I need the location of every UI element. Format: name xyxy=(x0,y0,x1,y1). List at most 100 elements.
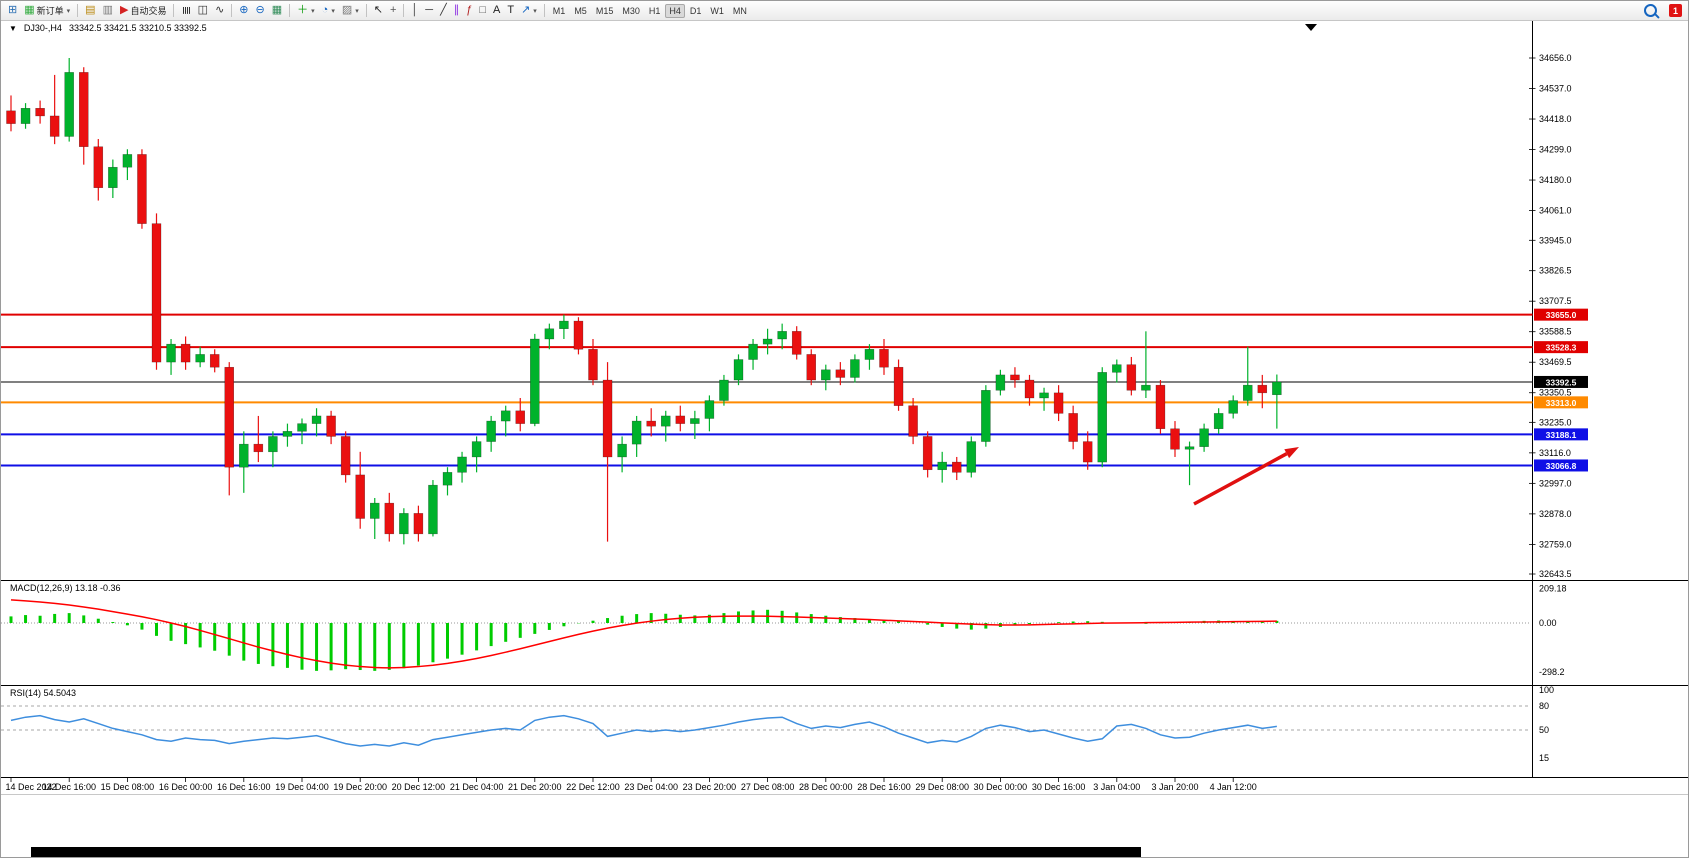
bar-chart-button[interactable]: ≣ xyxy=(178,3,193,19)
search-button[interactable] xyxy=(1641,3,1662,19)
svg-text:16 Dec 00:00: 16 Dec 00:00 xyxy=(159,782,213,792)
zoom-out-button[interactable]: ⊖ xyxy=(253,3,268,19)
crosshair-icon: + xyxy=(389,4,397,16)
arrows-button-dropdown[interactable]: ▾ xyxy=(533,7,537,15)
charts-button[interactable]: ▤ xyxy=(82,3,98,19)
toolbar: ⊞ ▦ 新订单 ▾ ▤ ▥ ▶ 自动交易 ≣ ◫ ∿ ⊕ ⊖ ▦ ＋ ▾ ◔ ▾ ▨ ▾ ↖ + │ ─ ╱ ∥ ƒ □ A T ↗ ▾ M1 M… xyxy=(1,1,1688,21)
notification-badge[interactable]: 1 xyxy=(1669,4,1682,17)
fibonacci-icon: ƒ xyxy=(466,4,473,16)
svg-text:32997.0: 32997.0 xyxy=(1539,478,1572,488)
trendline-icon: ╱ xyxy=(440,4,447,16)
templates-icon: ▨ xyxy=(341,4,353,16)
timeframe-m5-button[interactable]: M5 xyxy=(574,5,587,16)
timeframe-m15-button[interactable]: M15 xyxy=(595,5,614,16)
svg-text:19 Dec 20:00: 19 Dec 20:00 xyxy=(333,782,387,792)
new-chart-icon: ⊞ xyxy=(8,4,18,16)
svg-text:33066.8: 33066.8 xyxy=(1546,461,1577,471)
chart-collapse-button[interactable]: ▼ xyxy=(9,23,17,33)
svg-text:21 Dec 20:00: 21 Dec 20:00 xyxy=(508,782,562,792)
new-order-button-dropdown[interactable]: ▾ xyxy=(66,7,71,15)
svg-text:-298.2: -298.2 xyxy=(1539,667,1565,677)
svg-text:209.18: 209.18 xyxy=(1539,583,1567,593)
svg-text:100: 100 xyxy=(1539,685,1554,695)
line-chart-button[interactable]: ∿ xyxy=(212,3,227,19)
svg-text:33392.5: 33392.5 xyxy=(1546,377,1577,387)
svg-text:16 Dec 16:00: 16 Dec 16:00 xyxy=(217,782,271,792)
arrows-button[interactable]: ↗ ▾ xyxy=(518,3,540,19)
horizontal-line-icon: ─ xyxy=(425,4,434,16)
svg-text:23 Dec 04:00: 23 Dec 04:00 xyxy=(624,782,678,792)
svg-text:34061.0: 34061.0 xyxy=(1539,206,1572,216)
periods-button-dropdown[interactable]: ▾ xyxy=(331,7,335,15)
trendline-button[interactable]: ╱ xyxy=(437,3,450,19)
svg-text:33188.1: 33188.1 xyxy=(1546,430,1577,440)
new-order-button[interactable]: ▦ 新订单 ▾ xyxy=(21,3,73,19)
svg-text:34418.0: 34418.0 xyxy=(1539,114,1572,124)
rsi-indicator: 100 80 50 15 xyxy=(1,685,1554,763)
svg-text:34537.0: 34537.0 xyxy=(1539,84,1572,94)
svg-text:20 Dec 12:00: 20 Dec 12:00 xyxy=(392,782,446,792)
text-button[interactable]: A xyxy=(490,3,503,19)
indicators-button-dropdown[interactable]: ▾ xyxy=(311,7,315,15)
timeframe-m1-button[interactable]: M1 xyxy=(552,5,566,16)
channel-button[interactable]: ∥ xyxy=(451,3,463,19)
svg-text:80: 80 xyxy=(1539,701,1549,711)
svg-text:28 Dec 00:00: 28 Dec 00:00 xyxy=(799,782,853,792)
svg-text:34180.0: 34180.0 xyxy=(1539,175,1572,185)
text-icon: A xyxy=(492,4,501,16)
symbol-period-label: DJ30-,H4 xyxy=(23,23,62,33)
timeframe-h4-button[interactable]: H4 xyxy=(665,3,685,18)
arrows-icon: ↗ xyxy=(521,4,531,16)
timeframe-w1-button[interactable]: W1 xyxy=(710,5,724,16)
svg-text:28 Dec 16:00: 28 Dec 16:00 xyxy=(857,782,911,792)
profiles-button[interactable]: ▥ xyxy=(100,3,116,19)
shapes-button[interactable]: □ xyxy=(476,3,489,19)
rsi-label: RSI(14) 54.5043 xyxy=(10,688,77,698)
toolbar-separator xyxy=(173,4,175,17)
candlestick-button[interactable]: ◫ xyxy=(195,3,211,19)
tile-windows-button[interactable]: ▦ xyxy=(269,3,285,19)
svg-text:14 Dec 16:00: 14 Dec 16:00 xyxy=(42,782,96,792)
shapes-icon: □ xyxy=(479,4,486,16)
crosshair-button[interactable]: + xyxy=(387,3,399,19)
svg-text:33528.3: 33528.3 xyxy=(1546,343,1577,353)
toolbar-separator xyxy=(231,4,233,17)
timeframe-m30-button[interactable]: M30 xyxy=(622,5,640,16)
chart-shift-marker[interactable] xyxy=(1305,24,1317,31)
tile-windows-icon: ▦ xyxy=(271,4,283,16)
svg-text:33469.5: 33469.5 xyxy=(1539,357,1572,367)
svg-text:34299.0: 34299.0 xyxy=(1539,145,1572,155)
periods-button[interactable]: ◔ ▾ xyxy=(319,3,338,19)
zoom-in-icon: ⊕ xyxy=(239,4,249,16)
label-button[interactable]: T xyxy=(504,3,517,19)
svg-text:33235.0: 33235.0 xyxy=(1539,417,1572,427)
autotrading-button[interactable]: ▶ 自动交易 xyxy=(117,3,169,19)
vertical-line-button[interactable]: │ xyxy=(408,3,421,19)
svg-text:33116.0: 33116.0 xyxy=(1539,448,1571,458)
cursor-button[interactable]: ↖ xyxy=(371,3,386,19)
timeframe-h1-button[interactable]: H1 xyxy=(648,5,661,16)
new-chart-button[interactable]: ⊞ xyxy=(5,3,20,19)
svg-text:21 Dec 04:00: 21 Dec 04:00 xyxy=(450,782,504,792)
svg-text:32878.0: 32878.0 xyxy=(1539,509,1572,519)
toolbar-separator xyxy=(289,4,291,17)
price-axis[interactable]: 34656.0 34537.0 34418.0 34299.0 34180.0 34061… xyxy=(1529,53,1588,579)
channel-icon: ∥ xyxy=(453,4,460,16)
line-chart-icon: ∿ xyxy=(215,4,225,16)
timeframe-mn-button[interactable]: MN xyxy=(732,5,747,16)
svg-text:33313.0: 33313.0 xyxy=(1546,398,1577,408)
trend-arrow-annotation[interactable] xyxy=(1193,447,1299,506)
indicators-button[interactable]: ＋ ▾ xyxy=(294,3,318,19)
fibonacci-button[interactable]: ƒ xyxy=(463,3,475,19)
autotrading-icon: ▶ xyxy=(119,4,129,16)
zoom-out-icon: ⊖ xyxy=(255,4,265,16)
svg-text:19 Dec 04:00: 19 Dec 04:00 xyxy=(275,782,329,792)
zoom-in-button[interactable]: ⊕ xyxy=(236,3,251,19)
new-order-button-label: 新订单 xyxy=(36,6,64,16)
timeframe-d1-button[interactable]: D1 xyxy=(689,5,702,16)
horizontal-line-button[interactable]: ─ xyxy=(422,3,436,19)
templates-button[interactable]: ▨ ▾ xyxy=(339,3,362,19)
templates-button-dropdown[interactable]: ▾ xyxy=(355,7,359,15)
